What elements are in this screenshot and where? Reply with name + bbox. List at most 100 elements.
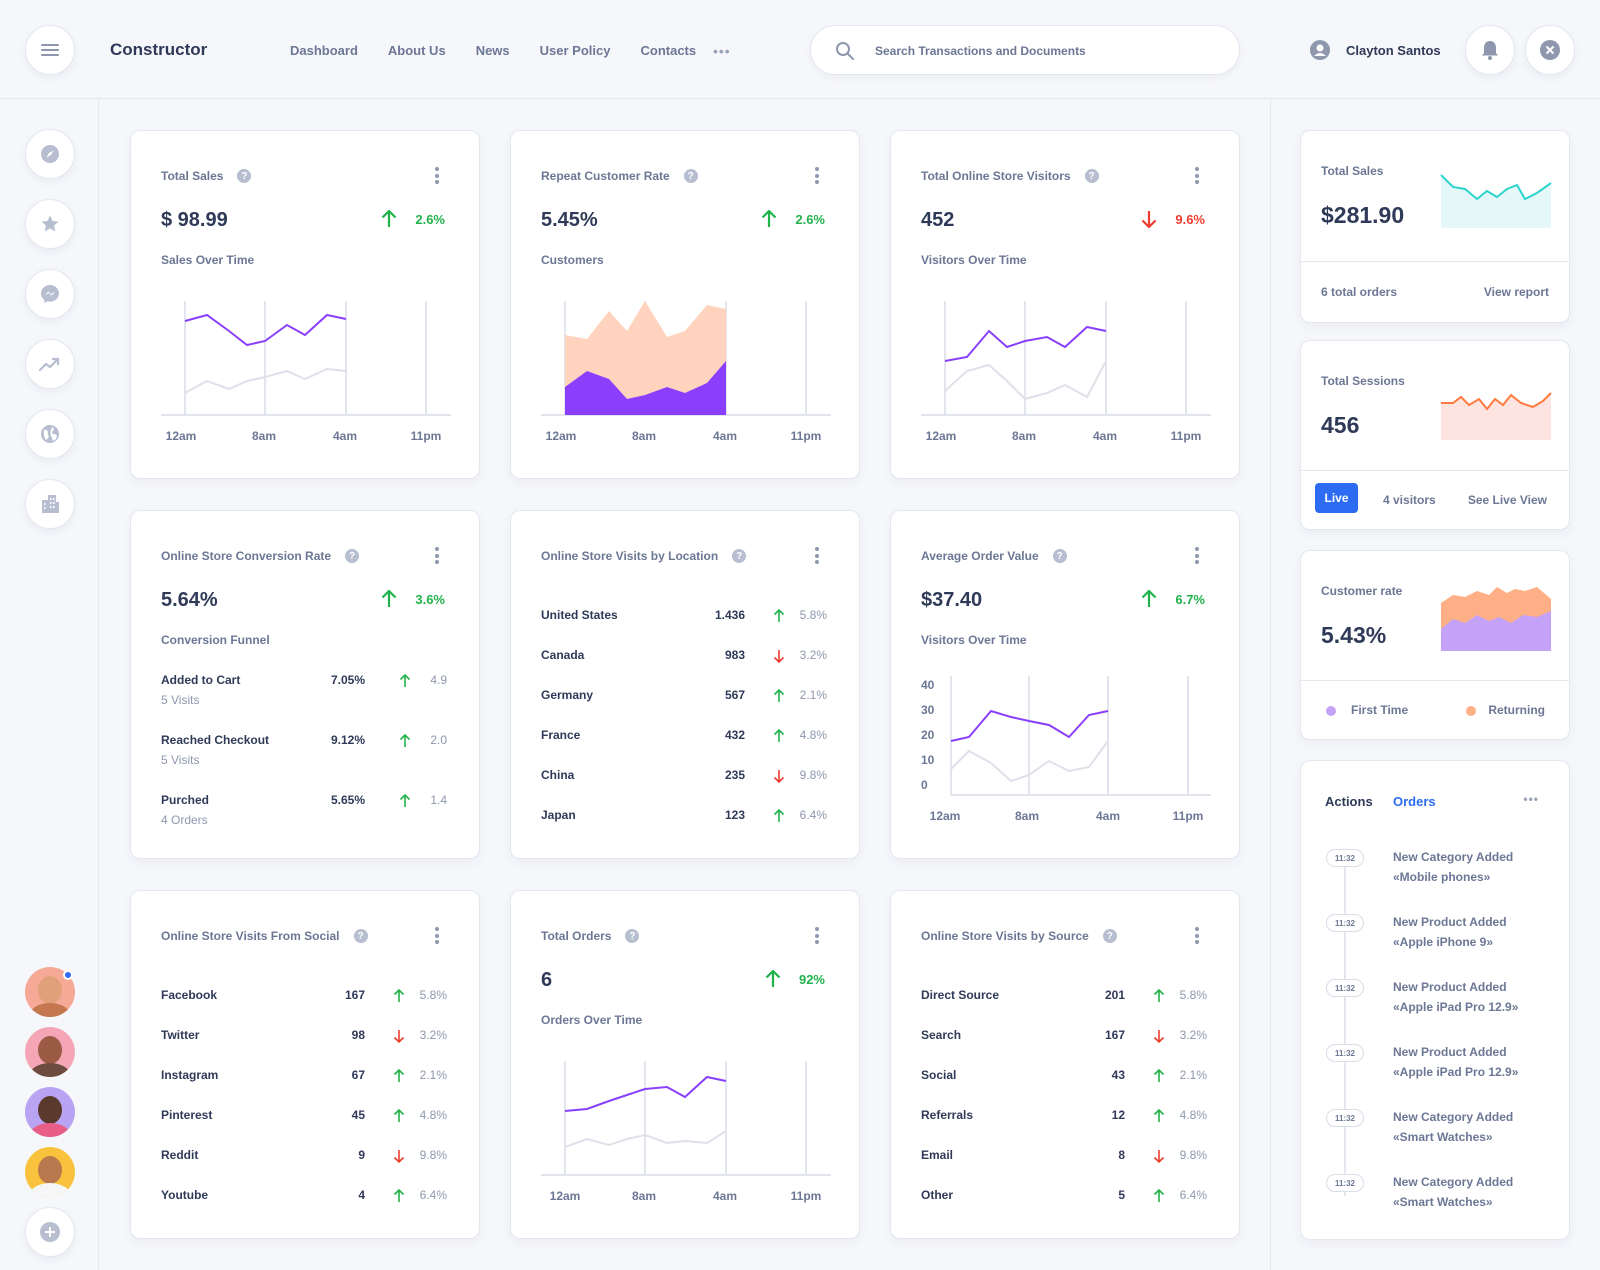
- timeline-item-detail: «Mobile phones»: [1393, 870, 1491, 884]
- row-change: 2.1%: [419, 1068, 447, 1082]
- summary-footer: First Time Returning: [1301, 680, 1569, 741]
- menu-button[interactable]: [25, 25, 75, 75]
- list-item: Youtube 4 6.4%: [161, 1188, 449, 1208]
- card-menu-button[interactable]: [1195, 927, 1199, 947]
- row-value: 67: [351, 1068, 365, 1082]
- card-visits-from-social: Online Store Visits From Social? Faceboo…: [130, 890, 480, 1239]
- list-item: Pinterest 45 4.8%: [161, 1108, 449, 1128]
- arrow-up-icon: [393, 1069, 405, 1082]
- nav-about-us[interactable]: About Us: [387, 43, 446, 58]
- timeline-item[interactable]: New Product Added «Apple iPhone 9»: [1393, 912, 1507, 952]
- arrow-up-icon: [1153, 1109, 1165, 1122]
- sidebar-item-favorites[interactable]: [25, 199, 75, 249]
- tab-orders[interactable]: Orders: [1393, 794, 1436, 809]
- timeline-time-badge: 11:32: [1326, 1174, 1364, 1192]
- help-icon[interactable]: ?: [683, 169, 698, 183]
- help-icon[interactable]: ?: [353, 929, 368, 943]
- timeline-item[interactable]: New Product Added «Apple iPad Pro 12.9»: [1393, 1042, 1518, 1082]
- arrow-up-icon: [382, 210, 397, 227]
- card-menu-button[interactable]: [435, 927, 439, 947]
- sidebar-item-company[interactable]: [25, 479, 75, 529]
- row-change: 4.8%: [799, 728, 827, 742]
- globe-icon: [41, 425, 59, 443]
- row-label: Referrals: [921, 1108, 974, 1122]
- row-label: Email: [921, 1148, 954, 1162]
- see-live-view-link[interactable]: See Live View: [1467, 493, 1547, 507]
- order-value-line-chart: [950, 676, 1211, 796]
- row-label: Youtube: [161, 1188, 209, 1202]
- card-title: Online Store Visits by Location?: [541, 549, 747, 563]
- add-member-button[interactable]: [25, 1207, 75, 1257]
- y-axis-ticks: 40 30 20 10 0: [921, 678, 935, 792]
- sidebar-item-explore[interactable]: [25, 129, 75, 179]
- card-menu-button[interactable]: [815, 927, 819, 947]
- help-icon[interactable]: ?: [1052, 549, 1067, 563]
- row-label: Canada: [541, 648, 585, 662]
- sales-line-chart: [161, 301, 451, 416]
- card-repeat-customer-rate: Repeat Customer Rate? 5.45% 2.6% Custome…: [510, 130, 860, 479]
- timeline-item-title: New Product Added: [1393, 915, 1507, 929]
- card-trend: 2.6%: [761, 210, 825, 228]
- visitors-count: 4 visitors: [1383, 493, 1436, 507]
- sidebar-item-global[interactable]: [25, 409, 75, 459]
- timeline-item[interactable]: New Product Added «Apple iPad Pro 12.9»: [1393, 977, 1518, 1017]
- avatar[interactable]: [25, 1087, 75, 1137]
- search-input[interactable]: Search Transactions and Documents: [875, 44, 1086, 58]
- arrow-up-icon: [399, 734, 411, 747]
- timeline-item[interactable]: New Category Added «Mobile phones»: [1393, 847, 1513, 887]
- timeline-item[interactable]: New Category Added «Smart Watches»: [1393, 1107, 1513, 1147]
- card-menu-button[interactable]: [1195, 547, 1199, 567]
- legend-returning: Returning: [1488, 703, 1545, 717]
- tab-actions[interactable]: Actions: [1325, 794, 1373, 809]
- sidebar-item-messages[interactable]: [25, 269, 75, 319]
- help-icon[interactable]: ?: [732, 549, 747, 563]
- user-menu[interactable]: Clayton Santos: [1310, 40, 1441, 60]
- card-menu-button[interactable]: [435, 547, 439, 567]
- star-icon: [41, 215, 59, 232]
- card-menu-button[interactable]: [435, 167, 439, 187]
- row-value: 201: [1104, 988, 1125, 1002]
- help-icon[interactable]: ?: [1102, 929, 1117, 943]
- search-bar[interactable]: Search Transactions and Documents: [810, 25, 1240, 75]
- nav-contacts[interactable]: Contacts: [640, 43, 697, 58]
- nav-dashboard[interactable]: Dashboard: [290, 43, 358, 58]
- nav-more-button[interactable]: •••: [713, 43, 731, 59]
- help-icon[interactable]: ?: [237, 169, 252, 183]
- live-badge[interactable]: Live: [1315, 483, 1358, 513]
- avatar[interactable]: [25, 1027, 75, 1077]
- notifications-button[interactable]: [1465, 25, 1515, 75]
- timeline-item-detail: «Apple iPhone 9»: [1393, 935, 1494, 949]
- chart-label: Visitors Over Time: [921, 633, 1027, 647]
- timeline-item[interactable]: New Category Added «Smart Watches»: [1393, 1172, 1513, 1212]
- close-button[interactable]: [1525, 25, 1575, 75]
- timeline-item-detail: «Smart Watches»: [1393, 1195, 1493, 1209]
- nav-news[interactable]: News: [475, 43, 510, 58]
- row-change: 3.2%: [799, 648, 827, 662]
- view-report-link[interactable]: View report: [1483, 285, 1549, 299]
- row-value: 167: [344, 988, 365, 1002]
- timeline-item-detail: «Smart Watches»: [1393, 1130, 1493, 1144]
- row-change: 5.8%: [419, 988, 447, 1002]
- main-nav: Dashboard About Us News User Policy Cont…: [290, 43, 726, 58]
- timeline-time-badge: 11:32: [1326, 1109, 1364, 1127]
- avatar[interactable]: [25, 1147, 75, 1197]
- card-menu-button[interactable]: [815, 547, 819, 567]
- card-trend: 2.6%: [381, 210, 445, 228]
- activity-more-button[interactable]: •••: [1523, 792, 1539, 806]
- card-menu-button[interactable]: [1195, 167, 1199, 187]
- timeline-line: [1344, 856, 1346, 1196]
- summary-title: Customer rate: [1321, 584, 1403, 598]
- card-value: 5.45%: [541, 209, 598, 231]
- sidebar-item-analytics[interactable]: [25, 339, 75, 389]
- row-label: Instagram: [161, 1068, 219, 1082]
- help-icon[interactable]: ?: [1084, 169, 1099, 183]
- orders-count: 6 total orders: [1321, 285, 1398, 299]
- card-menu-button[interactable]: [815, 167, 819, 187]
- arrow-down-icon: [393, 1030, 405, 1043]
- help-icon[interactable]: ?: [345, 549, 360, 563]
- avatar[interactable]: [25, 967, 75, 1017]
- nav-user-policy[interactable]: User Policy: [539, 43, 611, 58]
- legend-dot-first-time: [1326, 706, 1336, 716]
- summary-customer-rate: Customer rate 5.43% First Time Returning: [1300, 550, 1570, 740]
- help-icon[interactable]: ?: [625, 929, 640, 943]
